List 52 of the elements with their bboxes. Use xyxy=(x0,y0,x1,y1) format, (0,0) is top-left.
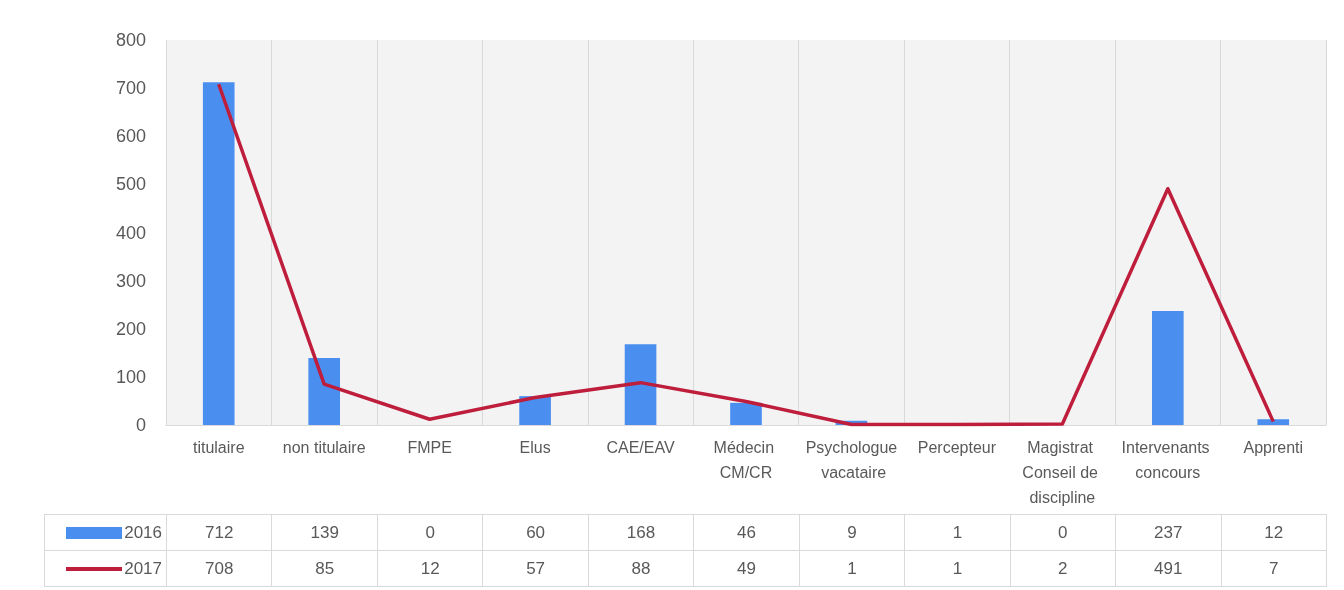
data-label: 0 xyxy=(377,514,483,551)
x-tick-label: FMPE xyxy=(407,439,452,456)
data-label: 12 xyxy=(377,550,483,587)
data-label: 708 xyxy=(166,550,272,587)
bar xyxy=(624,344,657,425)
y-tick-label: 0 xyxy=(135,415,146,435)
x-tick-label: Apprenti xyxy=(1243,439,1304,456)
data-label: 237 xyxy=(1115,514,1222,551)
data-label: 1 xyxy=(904,550,1011,587)
y-tick-label: 400 xyxy=(115,222,146,243)
line-series xyxy=(216,82,1276,427)
data-label: 7 xyxy=(1221,550,1327,587)
data-label: 57 xyxy=(482,550,589,587)
y-tick-label: 600 xyxy=(115,126,146,147)
data-label: 491 xyxy=(1115,550,1222,587)
y-tick-label: 300 xyxy=(115,270,146,291)
y-tick-label: 200 xyxy=(115,318,146,339)
x-tick-label: Psychologue vacataire xyxy=(805,439,898,481)
x-tick-label: Elus xyxy=(519,439,551,456)
data-label: 0 xyxy=(1010,514,1116,551)
data-label: 88 xyxy=(588,550,694,587)
data-label: 168 xyxy=(588,514,694,551)
x-tick-label: Percepteur xyxy=(917,439,997,456)
legend-label: 2017 xyxy=(124,558,162,578)
y-tick-label: 500 xyxy=(115,174,146,195)
data-label: 85 xyxy=(271,550,378,587)
x-tick-label: Médecin CM/CR xyxy=(713,439,779,481)
data-label: 9 xyxy=(799,514,905,551)
x-tick-label: titulaire xyxy=(192,439,245,456)
bar xyxy=(308,358,340,425)
data-label: 712 xyxy=(166,514,272,551)
bar xyxy=(1152,310,1184,425)
data-label: 2 xyxy=(1010,550,1116,587)
legend-label: 2016 xyxy=(124,522,162,542)
data-label: 1 xyxy=(904,514,1011,551)
data-label: 1 xyxy=(799,550,905,587)
bar xyxy=(519,396,551,425)
data-label: 49 xyxy=(693,550,800,587)
bar xyxy=(730,402,762,425)
data-label: 46 xyxy=(693,514,800,551)
x-tick-label: CAE/EAV xyxy=(606,439,675,456)
data-label: 60 xyxy=(482,514,589,551)
data-label: 12 xyxy=(1221,514,1327,551)
y-tick-label: 100 xyxy=(115,366,146,387)
x-tick-label: Intervenants concours xyxy=(1121,439,1215,481)
bar xyxy=(202,82,235,425)
bar xyxy=(1257,419,1290,425)
data-label: 139 xyxy=(271,514,378,551)
y-tick-label: 700 xyxy=(115,78,146,99)
y-tick-label: 800 xyxy=(115,30,146,50)
x-tick-label: Magistrat Conseil de discipline xyxy=(1022,439,1103,506)
x-tick-label: non titulaire xyxy=(282,439,366,456)
